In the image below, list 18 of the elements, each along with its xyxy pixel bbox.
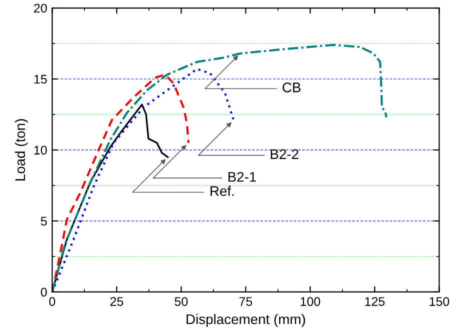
x-axis-title: Displacement (mm) (186, 314, 306, 327)
y-tick-label: 0 (40, 288, 47, 297)
x-tick-label: 25 (110, 297, 124, 306)
y-tick-label: 15 (34, 74, 47, 84)
annotation: CB (282, 82, 301, 92)
y-axis-title: Load (ton) (14, 119, 28, 180)
x-tick-label: 75 (239, 297, 252, 306)
y-tick-label: 20 (34, 4, 47, 13)
y-tick-label: 5 (40, 216, 47, 226)
x-tick-label: 150 (430, 297, 450, 306)
x-tick-label: 125 (365, 297, 385, 306)
x-tick-label: 0 (49, 297, 56, 306)
annotation: B2-2 (270, 149, 298, 159)
x-tick-label: 50 (174, 297, 188, 306)
y-tick-label: 10 (34, 146, 47, 155)
x-tick-label: 100 (300, 297, 320, 306)
annotation: Ref. (210, 186, 234, 196)
annotation: B2-1 (228, 172, 256, 182)
